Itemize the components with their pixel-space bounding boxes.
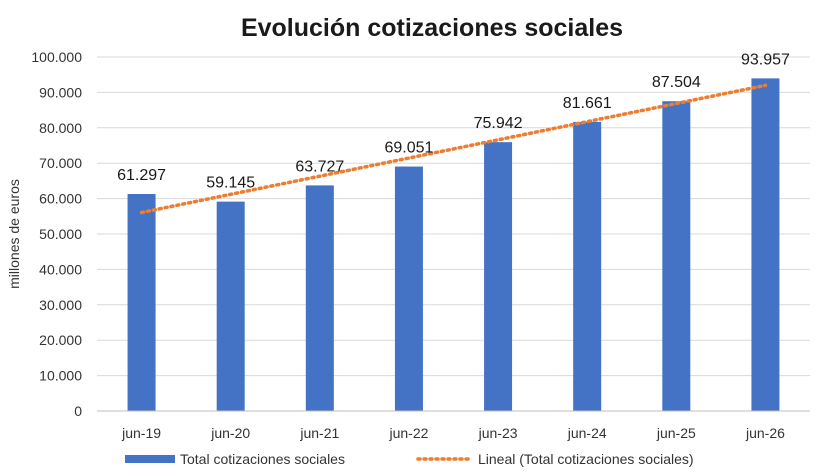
- trendline-layer: [139, 83, 768, 215]
- data-label: 59.145: [206, 175, 255, 192]
- data-label: 61.297: [117, 167, 166, 184]
- data-label: 75.942: [474, 115, 523, 132]
- x-tick-label: jun-20: [210, 425, 250, 441]
- y-tick-label: 50.000: [39, 226, 82, 242]
- trendline: [139, 83, 768, 215]
- data-label: 63.727: [295, 158, 344, 175]
- y-axis-label: millones de euros: [6, 179, 22, 289]
- x-axis-ticks: jun-19 jun-20 jun-21 jun-22 jun-23 jun-24 jun-…: [121, 425, 785, 441]
- y-tick-label: 0: [74, 403, 82, 419]
- bar: [573, 121, 602, 412]
- data-label: 93.957: [741, 51, 790, 68]
- y-axis-ticks: 0 10.000 20.000 30.000 40.000 50.000 60.000 70.…: [31, 49, 82, 419]
- x-tick-label: jun-23: [478, 425, 518, 441]
- chart-title: Evolución cotizaciones sociales: [241, 14, 623, 42]
- gridlines: [97, 56, 810, 377]
- data-label: 81.661: [563, 95, 612, 112]
- x-tick-label: jun-19: [121, 425, 161, 441]
- bars: [127, 78, 780, 412]
- data-label: 87.504: [652, 74, 701, 91]
- legend-bar-swatch: [125, 455, 175, 463]
- y-tick-label: 60.000: [39, 191, 82, 207]
- data-labels: 61.297 59.145 63.727 69.051 75.942 81.661 87.5…: [117, 51, 790, 191]
- bar: [216, 201, 245, 411]
- bar: [484, 142, 513, 411]
- data-label: 69.051: [384, 140, 433, 157]
- bar: [394, 166, 423, 411]
- y-tick-label: 80.000: [39, 120, 82, 136]
- y-tick-label: 20.000: [39, 332, 82, 348]
- legend-trend-label: Lineal (Total cotizaciones sociales): [478, 451, 694, 467]
- y-tick-label: 70.000: [39, 155, 82, 171]
- y-tick-label: 40.000: [39, 261, 82, 277]
- bar: [751, 78, 780, 412]
- legend-bar-label: Total cotizaciones sociales: [180, 451, 345, 467]
- bar: [127, 194, 156, 411]
- bar: [662, 101, 691, 411]
- y-tick-label: 90.000: [39, 84, 82, 100]
- y-tick-label: 30.000: [39, 297, 82, 313]
- bar: [305, 185, 334, 411]
- x-tick-label: jun-21: [299, 425, 339, 441]
- x-tick-label: jun-22: [388, 425, 428, 441]
- y-tick-label: 10.000: [39, 368, 82, 384]
- x-tick-label: jun-24: [567, 425, 607, 441]
- y-tick-label: 100.000: [31, 49, 82, 65]
- x-tick-label: jun-25: [656, 425, 696, 441]
- x-tick-label: jun-26: [745, 425, 785, 441]
- legend: Total cotizaciones sociales Lineal (Tota…: [125, 451, 694, 467]
